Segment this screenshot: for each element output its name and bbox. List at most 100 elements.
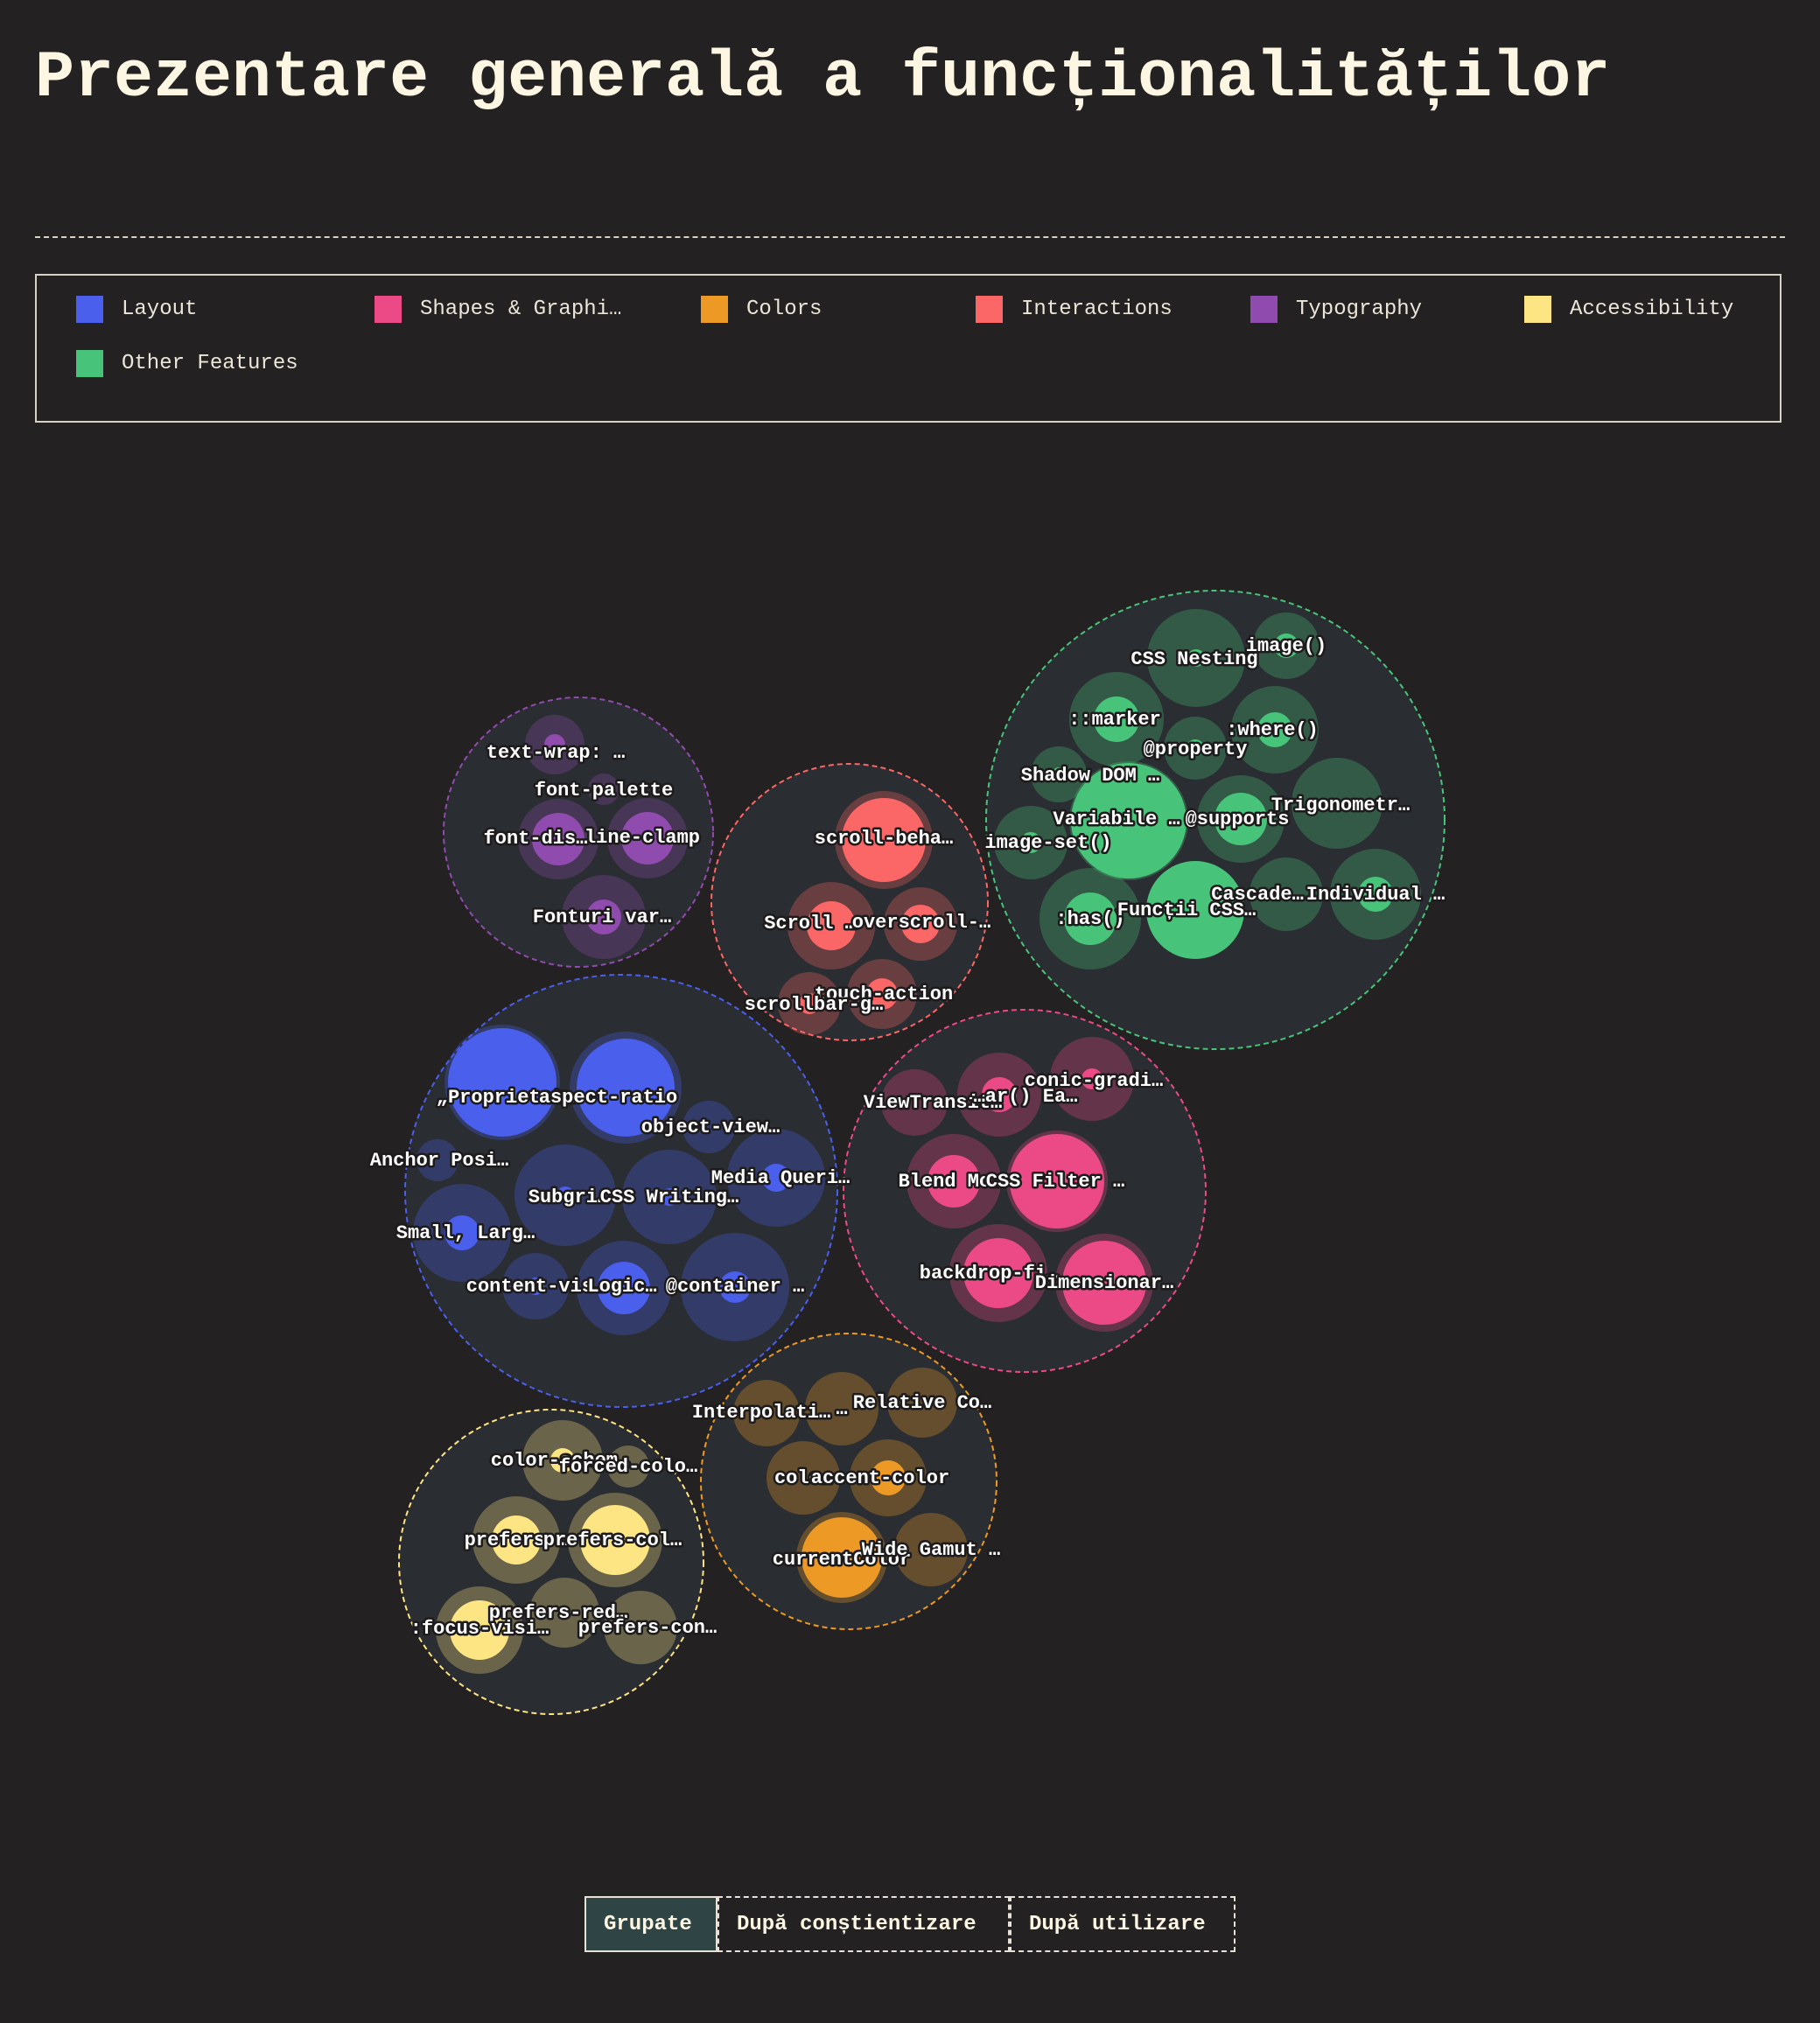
feature-bubble[interactable]: [1231, 686, 1319, 774]
feature-label: Cascade…: [1211, 884, 1304, 906]
feature-bubble[interactable]: [805, 1372, 878, 1446]
feature-bubble[interactable]: [1069, 672, 1164, 766]
by-awareness-button[interactable]: După conștientizare: [718, 1896, 1010, 1952]
feature-bubble[interactable]: [522, 1420, 603, 1501]
feature-outer-circle: [805, 1372, 878, 1446]
feature-bubble[interactable]: [604, 1591, 677, 1664]
feature-bubble[interactable]: [835, 791, 933, 889]
feature-label: image-set(): [984, 832, 1111, 854]
feature-bubble[interactable]: [607, 798, 688, 878]
feature-inner-circle: [1094, 696, 1139, 742]
legend-item-typography[interactable]: Typography: [1250, 291, 1422, 326]
feature-bubble[interactable]: [1253, 612, 1320, 679]
feature-inner-circle: [799, 993, 820, 1014]
feature-bubble[interactable]: [766, 1441, 840, 1515]
feature-inner-circle: [1020, 832, 1041, 853]
feature-bubble[interactable]: [472, 1496, 560, 1584]
feature-bubble[interactable]: [788, 882, 875, 970]
feature-bubble[interactable]: [514, 1144, 616, 1246]
feature-bubble[interactable]: [1250, 858, 1323, 931]
feature-bubble[interactable]: [994, 806, 1068, 879]
feature-outer-circle: [529, 1578, 599, 1648]
feature-bubble[interactable]: [727, 1129, 825, 1227]
feature-bubble[interactable]: [1292, 758, 1382, 849]
feature-bubble[interactable]: [957, 1053, 1041, 1137]
legend-item-interactions[interactable]: Interactions: [976, 291, 1172, 326]
feature-bubble[interactable]: [682, 1101, 735, 1153]
feature-bubble[interactable]: [884, 887, 957, 961]
feature-inner-circle: [598, 784, 609, 794]
feature-bubble[interactable]: [1031, 746, 1087, 802]
feature-label: prefers-con…: [578, 1617, 717, 1639]
feature-bubble[interactable]: [1069, 761, 1188, 880]
feature-label: Subgri…: [528, 1186, 609, 1208]
legend-item-layout[interactable]: Layout: [76, 291, 197, 326]
feature-bubble[interactable]: [906, 1134, 1001, 1228]
feature-bubble[interactable]: [588, 774, 620, 805]
feature-bubble[interactable]: [1146, 861, 1244, 959]
feature-label: @supports: [1186, 808, 1290, 830]
feature-inner-circle: [1214, 793, 1267, 845]
feature-outer-circle: [881, 1069, 948, 1136]
feature-bubble[interactable]: [850, 1439, 927, 1516]
feature-bubble[interactable]: [887, 1368, 957, 1438]
feature-label: Media Queri…: [711, 1167, 850, 1189]
group-other-features: [985, 590, 1446, 1050]
legend-swatch-colors: [701, 295, 728, 323]
feature-bubble[interactable]: [570, 1032, 682, 1144]
legend-item-other[interactable]: Other Features: [76, 346, 298, 381]
feature-bubble[interactable]: [622, 1150, 717, 1244]
feature-label: …ar() Ea…: [974, 1086, 1078, 1108]
feature-bubble[interactable]: [1330, 849, 1421, 940]
by-usage-button[interactable]: După utilizare: [1010, 1896, 1236, 1952]
legend-item-colors[interactable]: Colors: [701, 291, 822, 326]
feature-bubble[interactable]: [1050, 1037, 1134, 1121]
feature-label: :has(): [1055, 908, 1124, 930]
legend-item-accessibility[interactable]: Accessibility: [1524, 291, 1733, 326]
feature-bubble[interactable]: [733, 1380, 800, 1446]
feature-bubble[interactable]: [525, 715, 584, 774]
feature-bubble[interactable]: [1147, 609, 1245, 707]
grouped-button[interactable]: Grupate: [584, 1896, 718, 1952]
feature-label: Funcții CSS…: [1117, 900, 1256, 921]
feature-bubble[interactable]: [1055, 1234, 1153, 1332]
legend-item-shapes[interactable]: Shapes & Graphi…: [374, 291, 621, 326]
feature-bubble[interactable]: [577, 1241, 671, 1335]
feature-bubble[interactable]: [778, 972, 841, 1035]
feature-bubble[interactable]: [562, 875, 646, 959]
feature-bubble[interactable]: [436, 1586, 523, 1674]
feature-label: :focus-visi…: [410, 1618, 549, 1640]
feature-bubble[interactable]: [847, 959, 917, 1029]
feature-bubble[interactable]: [568, 1493, 662, 1587]
feature-bubble[interactable]: [681, 1233, 789, 1341]
feature-bubble[interactable]: [881, 1069, 948, 1136]
feature-bubble[interactable]: [607, 1446, 649, 1488]
feature-label: Scroll …: [764, 913, 857, 934]
feature-label: ViewTransit…: [864, 1092, 1002, 1114]
feature-label: @container …: [666, 1276, 804, 1298]
feature-bubble[interactable]: [416, 1139, 458, 1181]
feature-inner-circle: [450, 1600, 509, 1660]
feature-bubble[interactable]: [518, 799, 598, 879]
feature-bubble[interactable]: [894, 1513, 968, 1586]
group-typography: [443, 696, 714, 968]
feature-bubble[interactable]: [1006, 1130, 1108, 1232]
feature-bubble[interactable]: [949, 1224, 1047, 1322]
feature-inner-circle: [802, 1517, 882, 1598]
feature-bubble[interactable]: [1197, 775, 1284, 863]
feature-label: backdrop-fi…: [920, 1263, 1058, 1284]
feature-bubble[interactable]: [1164, 717, 1227, 780]
feature-inner-circle: [982, 1077, 1017, 1112]
feature-inner-circle: [448, 1028, 556, 1137]
feature-bubble[interactable]: [502, 1253, 569, 1320]
feature-bubble[interactable]: [796, 1512, 887, 1603]
feature-bubble[interactable]: [413, 1184, 511, 1282]
feature-bubble[interactable]: [529, 1578, 599, 1648]
group-interactions: [710, 763, 989, 1041]
feature-label: Logic…: [587, 1276, 656, 1298]
feature-bubble[interactable]: [444, 1025, 560, 1140]
group-colors: [700, 1333, 998, 1630]
feature-label: content-vis…: [466, 1276, 605, 1298]
feature-bubble[interactable]: [1040, 868, 1141, 970]
feature-inner-circle: [527, 1278, 544, 1295]
